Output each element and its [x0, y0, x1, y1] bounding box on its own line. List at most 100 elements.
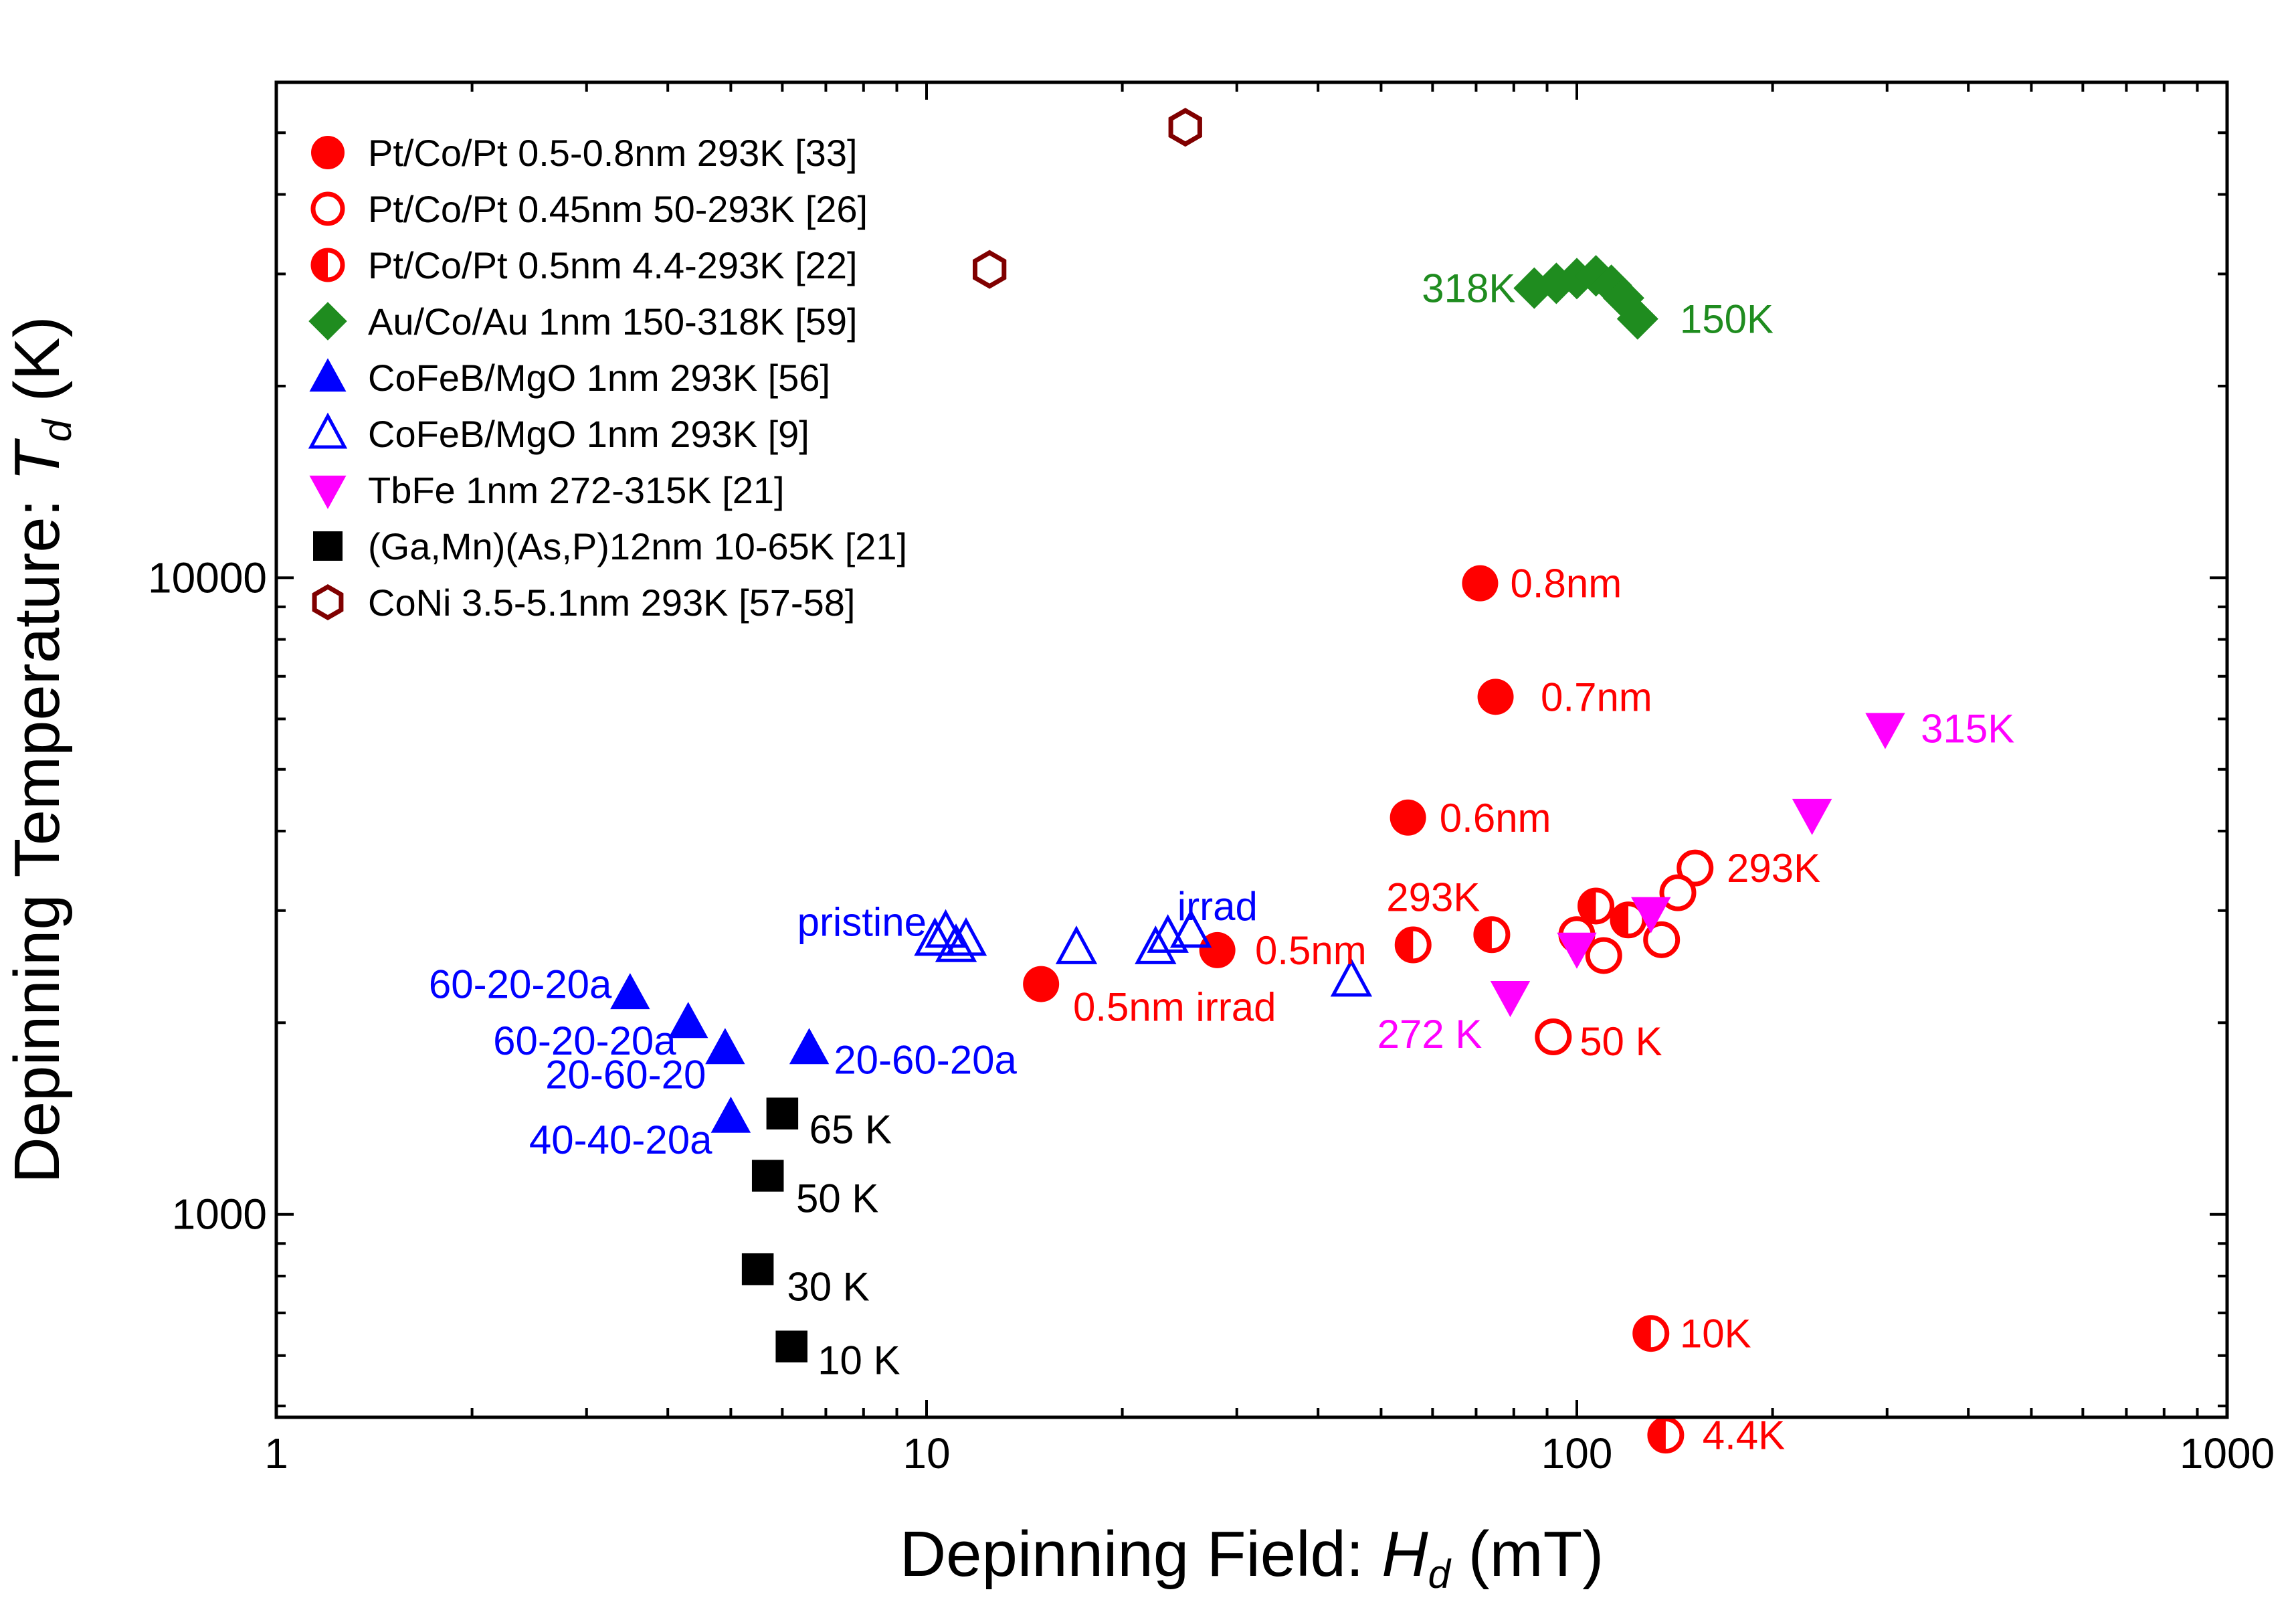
data-point: [1557, 932, 1597, 969]
plot-frame: [274, 80, 2229, 1419]
data-point: [1490, 981, 1531, 1018]
legend-marker: [308, 412, 348, 449]
data-point: [1330, 958, 1373, 997]
x-axis-title-unit: (mT): [1450, 1518, 1604, 1590]
data-point: [1616, 298, 1658, 340]
legend-label: Pt/Co/Pt 0.5-0.8nm 293K [33]: [368, 132, 858, 174]
annotation-label: 60-20-20a: [493, 1018, 676, 1063]
data-point: [1023, 966, 1060, 1002]
annotation-label: irrad: [1177, 884, 1258, 929]
data-point: [710, 1096, 751, 1133]
data-point: [1585, 937, 1622, 974]
data-point-fill: [1397, 929, 1414, 962]
legend-item: Au/Co/Au 1nm 150-318K [59]: [308, 300, 858, 343]
annotation-label: 50 K: [796, 1176, 878, 1221]
legend-label: Pt/Co/Pt 0.5nm 4.4-293K [22]: [368, 244, 858, 286]
data-point: [775, 1330, 807, 1363]
x-axis-title-symbol: H: [1381, 1518, 1428, 1590]
legend-item: Pt/Co/Pt 0.5nm 4.4-293K [22]: [310, 244, 858, 286]
data-point: [1199, 931, 1236, 968]
data-point: [1647, 1417, 1685, 1454]
data-point: [914, 917, 956, 956]
data-point: [1169, 909, 1212, 948]
x-axis-title-main: Depinning Field:: [900, 1518, 1381, 1590]
data-point: [668, 1002, 708, 1039]
annotation-label: 0.5nm: [1255, 928, 1367, 973]
series-8: [973, 108, 1202, 289]
data-point: [1390, 799, 1426, 836]
points-layer: [610, 108, 1905, 1454]
x-tick-label: 10: [902, 1429, 950, 1478]
data-point: [1865, 713, 1905, 749]
x-tick-label: 1: [264, 1429, 288, 1478]
series-7: [741, 1097, 807, 1363]
annotation-label: 0.6nm: [1440, 796, 1551, 840]
annotation-label: 293K: [1386, 875, 1480, 920]
legend-marker: [311, 136, 345, 169]
data-point: [1147, 914, 1189, 953]
legend-label: (Ga,Mn)(As,P)12nm 10-65K [21]: [368, 525, 907, 567]
data-point: [741, 1253, 774, 1285]
legend-marker-fill: [313, 250, 328, 280]
annotation-label: 0.8nm: [1510, 561, 1622, 606]
annotation-label: 4.4K: [1703, 1413, 1785, 1458]
annotation-label: 315K: [1921, 706, 2014, 751]
data-point: [973, 250, 1007, 289]
annotation-label: 272 K: [1377, 1012, 1482, 1057]
data-point-fill: [1612, 903, 1628, 936]
annotation-label: 150K: [1680, 297, 1774, 342]
annotation-label: 20-60-20a: [834, 1038, 1017, 1083]
legend-label: Au/Co/Au 1nm 150-318K [59]: [368, 300, 858, 343]
legend-marker: [309, 358, 347, 392]
data-point: [751, 1160, 784, 1192]
legend-label: Pt/Co/Pt 0.45nm 50-293K [26]: [368, 188, 868, 230]
legend-item: (Ga,Mn)(As,P)12nm 10-65K [21]: [313, 525, 907, 567]
legend-item: Pt/Co/Pt 0.45nm 50-293K [26]: [310, 188, 868, 230]
annotation-label: 318K: [1422, 266, 1515, 311]
x-axis-title-subscript: d: [1428, 1552, 1452, 1597]
legend-item: CoFeB/MgO 1nm 293K [9]: [308, 412, 809, 455]
series-2: [1394, 887, 1685, 1454]
legend-marker: [308, 302, 347, 341]
legend-marker: [310, 248, 345, 282]
annotation-label: 10K: [1680, 1312, 1751, 1356]
data-point: [1394, 926, 1432, 964]
legend-label: CoNi 3.5-5.1nm 293K [57-58]: [368, 582, 855, 624]
x-axis-title: Depinning Field: Hd (mT): [900, 1518, 1604, 1597]
data-point: [705, 1028, 745, 1065]
annotation-label: 65 K: [809, 1107, 892, 1152]
series-3: [1513, 255, 1658, 340]
data-point: [610, 973, 650, 1010]
data-point: [1168, 108, 1202, 147]
data-point: [1577, 887, 1615, 925]
series-4: [610, 973, 830, 1133]
legend-label: CoFeB/MgO 1nm 293K [56]: [368, 357, 830, 399]
data-point: [1535, 262, 1577, 304]
legend-item: CoFeB/MgO 1nm 293K [56]: [309, 357, 830, 399]
data-point-fill: [1634, 1317, 1651, 1350]
series-5: [914, 909, 1373, 997]
data-point: [1631, 897, 1671, 933]
legend-item: CoNi 3.5-5.1nm 293K [57-58]: [312, 582, 855, 624]
data-point-fill: [1580, 889, 1596, 922]
data-point-fill: [1649, 1419, 1666, 1451]
annotation-label: 50 K: [1580, 1019, 1662, 1064]
legend-marker: [309, 475, 347, 509]
data-point: [1473, 916, 1511, 954]
legend-label: TbFe 1nm 272-315K [21]: [368, 469, 785, 511]
annotation-label: 10 K: [818, 1338, 900, 1383]
data-point: [1535, 1018, 1572, 1056]
legend-marker: [312, 584, 344, 621]
data-point: [945, 917, 987, 956]
annotations-layer: 318K 150K 0.8nm 0.7nm 315K 0.6nm 293K 293K 0.5nm…: [429, 266, 2014, 1458]
x-tick-label: 100: [1541, 1429, 1613, 1478]
series-0: [1023, 565, 1514, 1002]
annotation-label: 0.5nm irrad: [1073, 984, 1276, 1029]
y-axis-title-symbol: T: [1, 438, 73, 481]
data-point: [1477, 679, 1514, 715]
legend-marker: [313, 531, 343, 561]
data-point: [935, 923, 977, 962]
data-point: [1643, 921, 1681, 958]
